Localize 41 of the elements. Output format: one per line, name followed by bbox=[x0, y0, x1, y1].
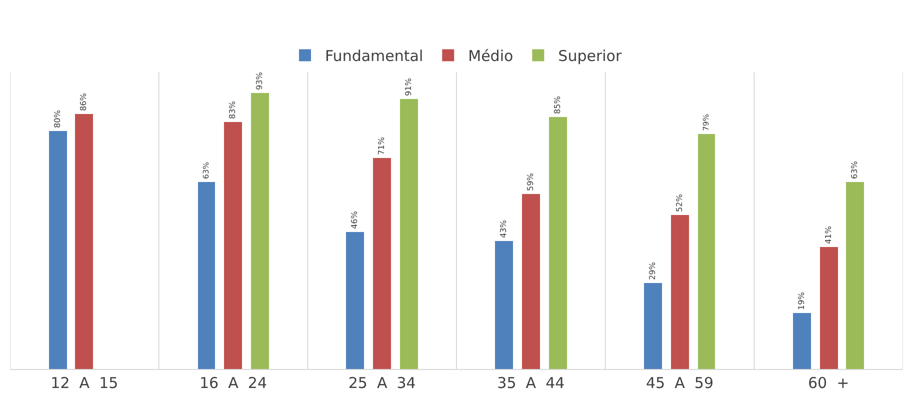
data-label: 80% bbox=[52, 110, 62, 128]
data-label: 83% bbox=[227, 100, 238, 119]
bar bbox=[346, 232, 364, 369]
data-label: 59% bbox=[525, 172, 536, 191]
data-label: 93% bbox=[254, 72, 264, 90]
x-tick-label: 35 A 44 bbox=[497, 374, 565, 392]
x-tick-label: 16 A 24 bbox=[199, 374, 268, 392]
data-label: 43% bbox=[498, 220, 508, 238]
bar bbox=[671, 215, 689, 369]
data-label: 63% bbox=[849, 160, 860, 179]
bar bbox=[224, 122, 242, 369]
x-tick-label: 25 A 34 bbox=[348, 374, 416, 392]
data-label: 86% bbox=[78, 92, 88, 111]
bar bbox=[400, 99, 418, 369]
legend-label: Médio bbox=[468, 47, 514, 66]
data-label: 85% bbox=[552, 96, 562, 114]
data-label: 41% bbox=[823, 226, 834, 244]
data-label: 52% bbox=[674, 194, 684, 212]
bar bbox=[251, 93, 269, 369]
x-tick-label: 12 A 15 bbox=[50, 374, 118, 392]
data-label: 46% bbox=[349, 210, 360, 229]
x-tick-label: 45 A 59 bbox=[646, 374, 714, 392]
legend-label: Superior bbox=[558, 47, 622, 66]
bar bbox=[198, 182, 215, 369]
bar bbox=[75, 114, 93, 369]
bar bbox=[644, 283, 662, 369]
data-label: 71% bbox=[376, 136, 386, 155]
data-label: 19% bbox=[796, 292, 806, 310]
bar bbox=[373, 158, 391, 369]
legend-label: Fundamental bbox=[325, 47, 424, 66]
bar bbox=[49, 131, 67, 369]
x-tick-label: 60 + bbox=[808, 374, 850, 392]
data-label: 91% bbox=[403, 78, 414, 96]
bar bbox=[495, 241, 513, 369]
bar bbox=[846, 182, 864, 369]
bar bbox=[820, 247, 838, 369]
bar bbox=[522, 194, 540, 369]
bar bbox=[793, 313, 811, 369]
data-label: 29% bbox=[647, 262, 658, 280]
bar bbox=[549, 117, 567, 369]
bar bbox=[698, 134, 715, 369]
